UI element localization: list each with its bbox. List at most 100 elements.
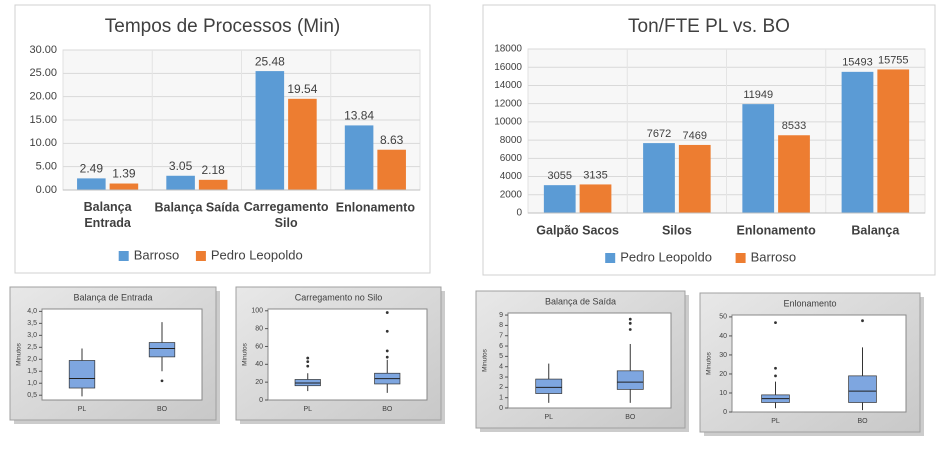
x-tick-label: Balança Saída — [154, 200, 240, 214]
plot-area — [507, 312, 672, 409]
x-tick-label: Balança — [851, 223, 900, 237]
data-label: 7672 — [647, 128, 671, 140]
y-tick-label: 30 — [719, 352, 727, 359]
y-tick-label: 2000 — [500, 189, 523, 200]
outlier — [861, 319, 864, 323]
bar — [643, 143, 675, 213]
y-tick-label: 6 — [499, 343, 503, 350]
data-label: 2.18 — [201, 163, 225, 177]
y-tick-label: 14000 — [494, 80, 522, 91]
y-tick-label: 20 — [719, 371, 727, 378]
y-tick-label: 50 — [719, 314, 727, 321]
y-tick-label: 0 — [499, 405, 503, 412]
x-tick-label: BO — [157, 406, 168, 413]
bar — [579, 184, 612, 213]
y-tick-label: 0 — [259, 397, 263, 404]
y-tick-label: 1 — [499, 395, 503, 402]
x-tick-label: BO — [857, 418, 868, 425]
bar — [742, 104, 775, 213]
chart-title: Balança de Saída — [545, 296, 616, 306]
plot-area — [731, 314, 907, 413]
x-tick-line: Silo — [275, 216, 298, 230]
data-label: 1.39 — [112, 167, 136, 181]
outlier — [385, 349, 389, 353]
y-tick-label: 0 — [723, 409, 727, 416]
x-tick-label: PL — [78, 406, 87, 413]
x-tick-label: Balança Entrada — [84, 200, 133, 230]
y-tick-label: 80 — [255, 325, 263, 332]
y-tick-label: 40 — [719, 333, 727, 340]
y-tick-label: 4000 — [500, 171, 523, 182]
y-tick-label: 3 — [499, 374, 503, 381]
y-tick-label: 10000 — [494, 117, 522, 128]
bar — [377, 149, 406, 190]
bar — [166, 175, 195, 190]
data-label: 15755 — [878, 54, 909, 66]
outlier — [385, 355, 389, 359]
box — [616, 370, 644, 390]
bar — [543, 185, 576, 213]
chart-title: Tempos de Processos (Min) — [105, 16, 340, 37]
data-label: 3135 — [583, 169, 607, 181]
y-tick-label: 2,0 — [27, 356, 37, 363]
data-label: 25.48 — [255, 54, 285, 68]
bar — [678, 144, 711, 213]
x-tick-label: BO — [382, 406, 393, 413]
box — [148, 342, 176, 358]
y-tick-label: 20 — [255, 379, 263, 386]
data-label: 7469 — [683, 130, 707, 142]
legend-swatch — [605, 253, 616, 263]
y-tick-label: 12000 — [494, 98, 522, 109]
y-tick-label: 15.00 — [29, 114, 57, 126]
outlier — [306, 360, 310, 364]
chart-title: Enlonamento — [783, 298, 836, 308]
bar — [255, 71, 285, 190]
data-label: 8533 — [782, 120, 806, 132]
y-tick-label: 60 — [255, 343, 263, 350]
data-label: 11949 — [743, 89, 773, 101]
legend-swatch — [735, 253, 746, 263]
plot-area — [41, 308, 203, 401]
x-tick-label: Carregamento Silo — [244, 200, 329, 230]
y-tick-label: 30.00 — [29, 44, 57, 56]
x-tick-line: Balança — [84, 200, 133, 214]
x-tick-line: Entrada — [84, 216, 132, 230]
legend-label: Pedro Leopoldo — [211, 247, 303, 262]
y-tick-label: 10 — [719, 390, 727, 397]
y-tick-label: 2,5 — [27, 344, 37, 351]
y-tick-label: 8000 — [500, 135, 523, 146]
outlier — [628, 317, 632, 321]
y-tick-label: 7 — [499, 333, 503, 340]
plot-area — [267, 308, 428, 401]
box — [535, 378, 563, 394]
chart-title: Ton/FTE PL vs. BO — [628, 16, 790, 37]
outlier — [306, 356, 310, 360]
y-tick-label: 8 — [499, 322, 503, 329]
y-tick-label: 20.00 — [29, 91, 57, 103]
legend-label: Barroso — [751, 249, 797, 264]
y-axis-label: Minutos — [242, 342, 249, 366]
outlier — [385, 311, 389, 314]
chart-title: Carregamento no Silo — [295, 292, 383, 302]
y-tick-label: 9 — [499, 312, 503, 319]
legend-label: Barroso — [134, 247, 180, 262]
x-tick-label: Galpão Sacos — [536, 223, 619, 237]
x-tick-label: PL — [544, 414, 553, 421]
data-label: 3055 — [548, 170, 572, 182]
bar — [77, 178, 106, 190]
data-label: 13.84 — [344, 109, 374, 123]
y-tick-label: 16000 — [494, 62, 522, 73]
bar — [877, 69, 910, 214]
y-tick-label: 25.00 — [29, 67, 57, 79]
y-tick-label: 10.00 — [29, 137, 57, 149]
legend-swatch — [118, 251, 129, 261]
outlier — [774, 374, 777, 378]
bar — [778, 135, 810, 213]
outlier — [774, 366, 777, 370]
y-tick-label: 0.00 — [36, 184, 57, 196]
outlier — [628, 321, 632, 325]
outlier — [160, 379, 164, 383]
outlier — [385, 329, 389, 333]
box — [848, 375, 877, 403]
